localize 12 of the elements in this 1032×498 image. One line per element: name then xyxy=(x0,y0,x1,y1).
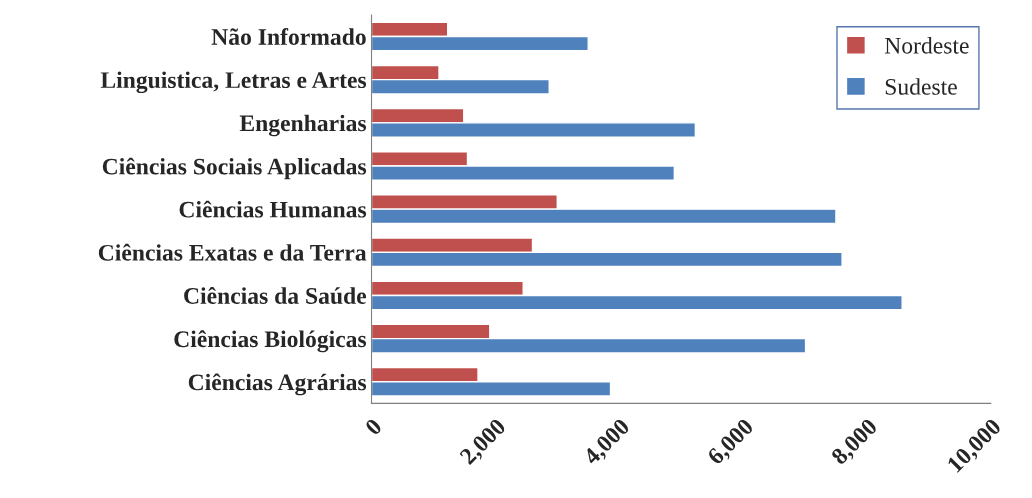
y-tick-label: Ciências Sociais Aplicadas xyxy=(102,157,367,180)
y-tick-label: Não Informado xyxy=(211,28,366,45)
y-tick-label: Ciências Exatas e da Terra xyxy=(98,243,367,261)
y-tick-label: Ciências Agrárias xyxy=(188,373,367,396)
y-tick-label: Engenharias xyxy=(239,114,367,137)
legend-label: Sudeste xyxy=(885,78,957,95)
y-tick-label: Ciências Biológicas xyxy=(174,330,367,353)
y-tick-label: Ciências da Saúde xyxy=(184,287,367,304)
legend-label: Nordeste xyxy=(884,37,969,54)
y-tick-label: Ciências Humanas xyxy=(179,200,367,218)
x-tick-label: 0 xyxy=(364,417,383,437)
y-tick-label: Linguistica, Letras e Artes xyxy=(100,71,367,94)
